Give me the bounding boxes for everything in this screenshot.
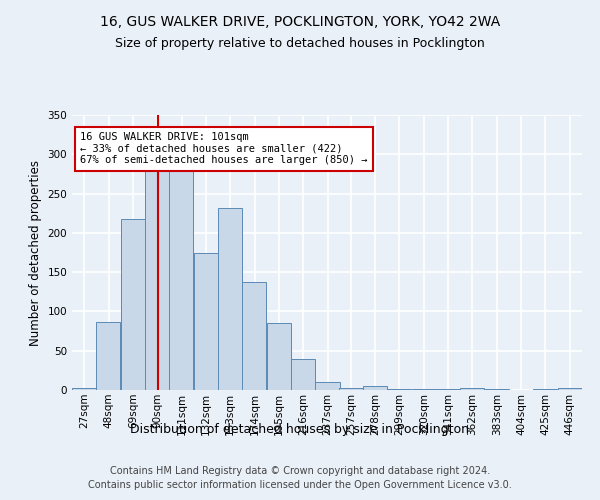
Text: 16 GUS WALKER DRIVE: 101sqm
← 33% of detached houses are smaller (422)
67% of se: 16 GUS WALKER DRIVE: 101sqm ← 33% of det… [80,132,368,166]
Bar [557,388,582,390]
Bar [121,218,145,390]
Bar [72,388,96,390]
Bar [412,389,436,390]
Bar [363,386,387,390]
Bar [267,323,291,390]
Bar [436,389,460,390]
Text: 16, GUS WALKER DRIVE, POCKLINGTON, YORK, YO42 2WA: 16, GUS WALKER DRIVE, POCKLINGTON, YORK,… [100,15,500,29]
Bar [194,252,218,390]
Bar [169,168,193,390]
Bar [291,358,315,390]
Bar [485,389,509,390]
Bar [460,388,484,390]
Y-axis label: Number of detached properties: Number of detached properties [29,160,42,346]
Text: Contains HM Land Registry data © Crown copyright and database right 2024.
Contai: Contains HM Land Registry data © Crown c… [88,466,512,490]
Bar [387,389,412,390]
Bar [338,388,362,390]
Bar [218,208,242,390]
Bar [316,382,340,390]
Text: Size of property relative to detached houses in Pocklington: Size of property relative to detached ho… [115,38,485,51]
Bar [145,168,169,390]
Bar [242,282,266,390]
Text: Distribution of detached houses by size in Pocklington: Distribution of detached houses by size … [131,422,470,436]
Bar [97,322,121,390]
Bar [533,389,557,390]
